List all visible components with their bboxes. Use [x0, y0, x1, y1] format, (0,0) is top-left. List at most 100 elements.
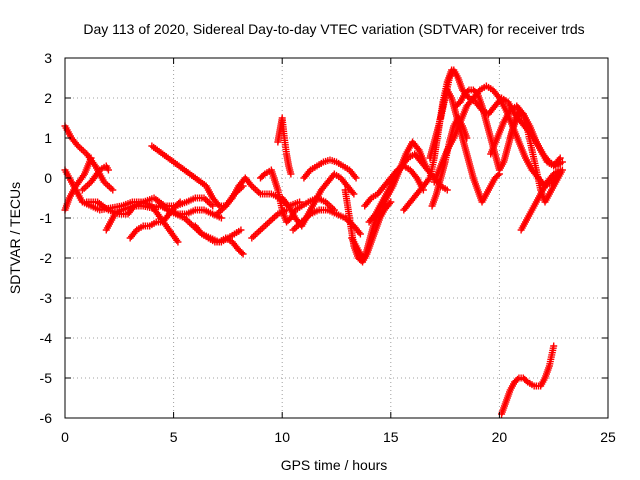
- series-track-10: [191, 222, 245, 246]
- y-tick-label: -1: [40, 210, 53, 226]
- data-point: [291, 224, 299, 232]
- data-point: [265, 218, 273, 226]
- data-point: [414, 144, 422, 152]
- data-point: [464, 87, 472, 95]
- data-point: [253, 187, 261, 195]
- x-tick-label: 15: [383, 429, 399, 445]
- data-point: [202, 196, 210, 204]
- data-point: [355, 228, 363, 236]
- series-track-14: [274, 114, 295, 178]
- data-point: [494, 92, 502, 100]
- x-tick-label: 10: [274, 429, 290, 445]
- series-track-11: [213, 182, 247, 218]
- data-point: [255, 188, 263, 196]
- y-tick-label: 1: [44, 130, 52, 146]
- data-point: [250, 232, 258, 240]
- axis-ticks: [64, 57, 609, 419]
- series-track-24: [426, 86, 503, 206]
- series-track-31: [498, 342, 558, 418]
- data-point: [217, 214, 225, 222]
- data-point: [352, 174, 360, 182]
- data-point: [412, 172, 420, 180]
- series-track-7: [126, 198, 184, 242]
- series-track-17: [289, 206, 364, 238]
- y-tick-label: 0: [44, 170, 52, 186]
- data-point: [187, 220, 195, 228]
- data-point: [248, 234, 256, 242]
- series-track-30: [517, 166, 564, 234]
- series-track-29: [506, 106, 566, 206]
- grid: [65, 58, 608, 418]
- data-point: [203, 197, 211, 205]
- data-point: [87, 154, 95, 162]
- data-point: [238, 249, 246, 257]
- data-point: [80, 184, 88, 192]
- x-tick-label: 0: [61, 429, 69, 445]
- data-point: [356, 230, 364, 238]
- data-point: [258, 224, 266, 232]
- data-point: [325, 201, 333, 209]
- y-tick-label: -2: [40, 250, 53, 266]
- data-point: [251, 185, 259, 193]
- data-point: [176, 198, 184, 206]
- data-point: [209, 202, 217, 210]
- data-point: [350, 190, 358, 198]
- data-point: [253, 229, 261, 237]
- data-points: [61, 66, 566, 418]
- data-point: [239, 250, 247, 258]
- data-point: [370, 212, 378, 220]
- data-point: [287, 170, 295, 178]
- data-point: [73, 140, 81, 148]
- data-point: [174, 238, 182, 246]
- data-point: [79, 147, 87, 155]
- data-point: [104, 181, 112, 189]
- data-point: [260, 223, 268, 231]
- y-axis-label: SDTVAR / TECUs: [7, 182, 23, 294]
- data-point: [270, 213, 278, 221]
- series-track-26: [428, 114, 471, 210]
- data-point: [283, 200, 291, 208]
- data-point: [259, 171, 267, 179]
- data-point: [107, 184, 115, 192]
- data-point: [443, 186, 451, 194]
- x-tick-label: 5: [170, 429, 178, 445]
- x-tick-label: 25: [600, 429, 616, 445]
- series-track-16: [300, 156, 360, 182]
- data-point: [214, 200, 222, 208]
- data-point: [351, 172, 359, 180]
- data-point: [237, 226, 245, 234]
- data-point: [425, 176, 433, 184]
- data-point: [558, 158, 566, 166]
- x-axis-label: GPS time / hours: [281, 457, 388, 473]
- data-point: [556, 166, 564, 174]
- data-point: [184, 217, 192, 225]
- y-tick-labels: -6 -5 -4 -3 -2 -1 0 1 2 3: [40, 50, 53, 426]
- plot-frame: [64, 57, 609, 419]
- data-point: [463, 134, 471, 142]
- data-point: [246, 180, 254, 188]
- data-point: [289, 226, 297, 234]
- data-point: [494, 171, 502, 179]
- data-point: [255, 228, 263, 236]
- data-point: [514, 375, 521, 383]
- data-point: [239, 182, 247, 190]
- data-point: [78, 145, 86, 153]
- data-point: [104, 166, 112, 174]
- data-point: [349, 188, 357, 196]
- data-point: [550, 342, 558, 350]
- data-point: [256, 226, 264, 234]
- x-tick-labels: 0 5 10 15 20 25: [61, 429, 616, 445]
- data-point: [105, 183, 113, 191]
- data-point: [175, 199, 183, 207]
- data-point: [263, 220, 271, 228]
- y-tick-label: -4: [40, 330, 53, 346]
- data-point: [262, 221, 270, 229]
- data-point: [82, 183, 90, 191]
- data-point: [109, 186, 117, 194]
- y-tick-label: -6: [40, 410, 53, 426]
- data-point: [269, 215, 277, 223]
- data-point: [186, 219, 194, 227]
- chart-title: Day 113 of 2020, Sidereal Day-to-day VTE…: [83, 21, 584, 37]
- data-point: [522, 377, 530, 385]
